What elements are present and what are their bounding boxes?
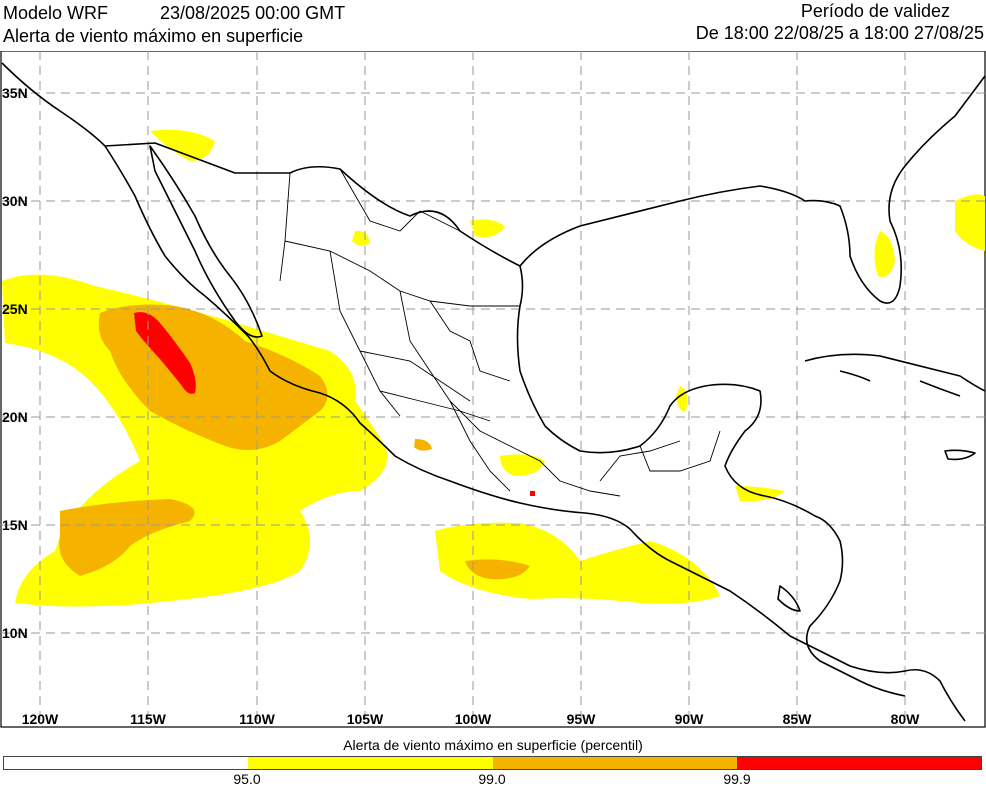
lat-label: 30N — [2, 193, 28, 209]
validity-label: Período de validez — [800, 1, 950, 21]
product-title: Alerta de viento máximo en superficie — [3, 26, 304, 46]
lat-label: 20N — [2, 409, 28, 425]
colorbar-segment-99 — [492, 757, 737, 769]
lon-labels: 120W 115W 110W 105W 100W 95W 90W 85W 80W — [22, 711, 920, 727]
colorbar-title: Alerta de viento máximo en superficie (p… — [343, 737, 643, 753]
lon-label: 85W — [783, 711, 813, 727]
lat-labels: 35N 30N 25N 20N 15N 10N — [2, 85, 28, 641]
lon-label: 110W — [239, 711, 276, 727]
run-time: 23/08/2025 00:00 GMT — [160, 3, 346, 23]
lat-label: 15N — [2, 517, 28, 533]
colorbar-segment-95 — [248, 757, 493, 769]
lat-label: 25N — [2, 301, 28, 317]
colorbar-tick: 99.9 — [723, 771, 751, 787]
colorbar — [3, 756, 982, 770]
model-name: Modelo WRF — [3, 3, 109, 23]
colorbar-segment-99-9 — [736, 757, 981, 769]
coastlines — [1, 62, 986, 722]
validity-range: De 18:00 22/08/25 a 18:00 27/08/25 — [695, 23, 984, 43]
lon-label: 105W — [347, 711, 384, 727]
lat-label: 10N — [2, 625, 28, 641]
map: 120W 115W 110W 105W 100W 95W 90W 85W 80W… — [0, 51, 986, 728]
alert-99-9-layer — [134, 312, 535, 496]
lon-label: 115W — [130, 711, 167, 727]
lat-label: 35N — [2, 85, 28, 101]
state-borders — [279, 168, 721, 497]
lon-label: 120W — [22, 711, 59, 727]
colorbar-segment-below-95 — [4, 757, 249, 769]
lon-label: 95W — [567, 711, 597, 727]
colorbar-tick: 95.0 — [233, 771, 261, 787]
graticule — [1, 51, 985, 727]
colorbar-tick: 99.0 — [478, 771, 506, 787]
lon-label: 80W — [891, 711, 921, 727]
lon-label: 90W — [675, 711, 705, 727]
lon-label: 100W — [455, 711, 492, 727]
